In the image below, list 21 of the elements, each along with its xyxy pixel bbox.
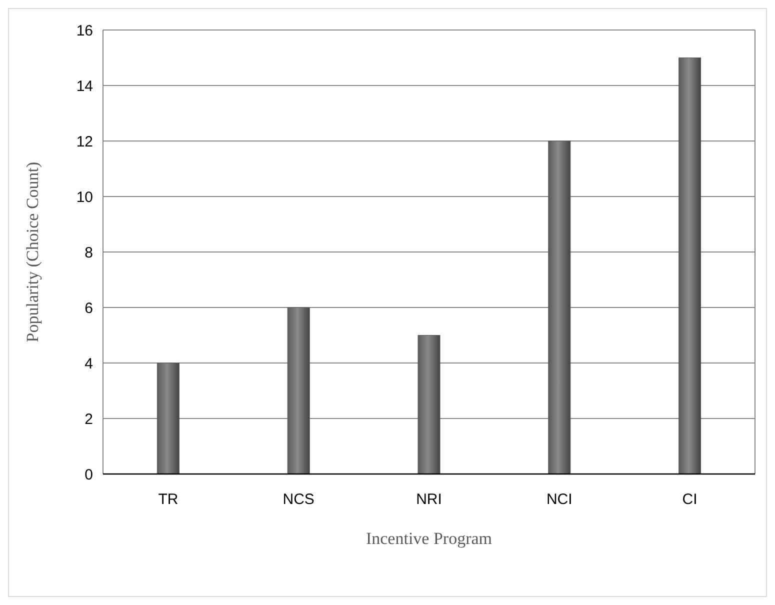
x-tick-label: TR xyxy=(158,491,178,508)
x-tick-label: CI xyxy=(682,491,698,508)
bar xyxy=(156,362,180,474)
bar xyxy=(287,307,310,474)
bar xyxy=(678,58,702,474)
y-tick-label: 2 xyxy=(84,410,93,428)
x-tick-label: NRI xyxy=(416,491,442,508)
y-tick-label: 10 xyxy=(76,188,93,206)
y-tick-label: 4 xyxy=(84,355,93,372)
y-tick-label: 6 xyxy=(84,300,93,317)
x-tick-label: NCI xyxy=(546,491,572,508)
y-axis-title: Popularity (Choice Count) xyxy=(23,162,42,342)
y-tick-label: 14 xyxy=(76,78,93,95)
bar xyxy=(548,140,571,474)
y-tick-label: 8 xyxy=(84,244,93,262)
y-tick-label: 12 xyxy=(76,133,93,150)
x-axis-title: Incentive Program xyxy=(366,529,492,548)
y-tick-label: 16 xyxy=(76,22,93,40)
x-tick-label: NCS xyxy=(282,491,314,508)
bar xyxy=(418,335,440,474)
y-tick-label: 0 xyxy=(84,466,93,484)
